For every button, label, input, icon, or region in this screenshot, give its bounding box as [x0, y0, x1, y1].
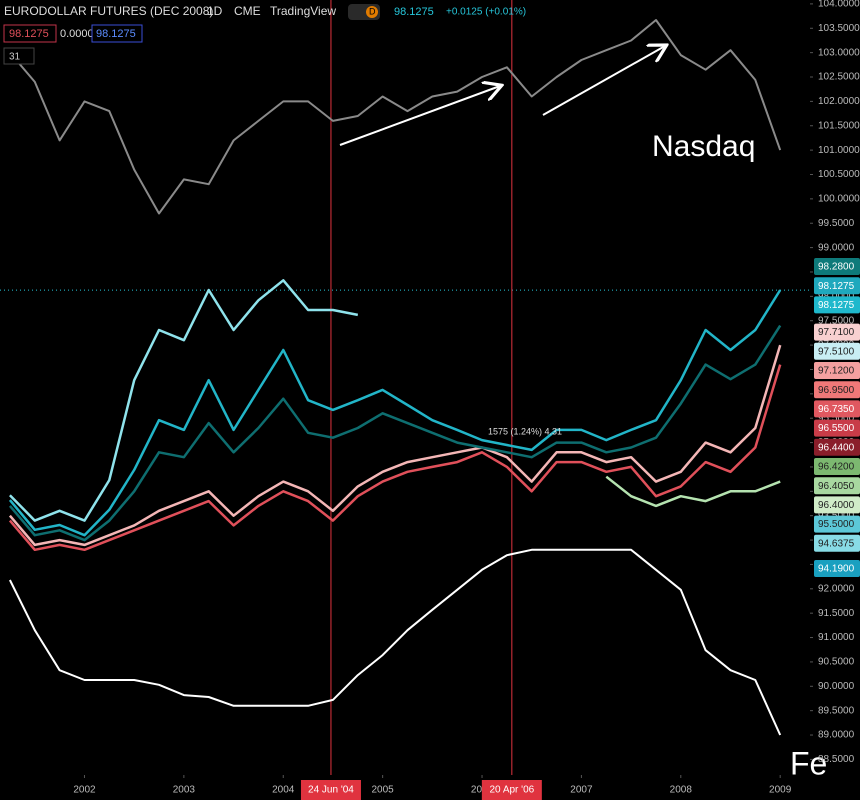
- y-tick-label: 91.5000: [818, 608, 855, 619]
- price-label: 96.4050: [818, 481, 855, 492]
- price-label: 96.4400: [818, 442, 855, 453]
- price-change: +0.0125 (+0.01%): [446, 7, 526, 18]
- price-label: 97.7100: [818, 327, 855, 338]
- annotation: Nasdaq: [652, 130, 755, 163]
- x-tick-label: 2002: [73, 785, 96, 796]
- legend-box: [91, 24, 143, 43]
- price-label-bg: [814, 362, 860, 379]
- marker-label: 20 Apr '06: [489, 785, 534, 796]
- y-tick-label: 101.0000: [818, 145, 860, 156]
- price-label-bg: [814, 438, 860, 456]
- badge-dot: [366, 6, 378, 18]
- y-tick-label: 102.0000: [818, 96, 860, 107]
- y-tick-label: 89.0000: [818, 730, 855, 741]
- y-tick-label: 89.5000: [818, 705, 855, 716]
- badge: D: [369, 6, 376, 16]
- price-label-bg: [814, 477, 860, 495]
- series-line: [9, 279, 359, 522]
- exchange: CME: [234, 4, 261, 18]
- source: TradingView: [270, 4, 336, 18]
- price-label: 96.9500: [818, 385, 855, 396]
- y-tick-label: 99.0000: [818, 242, 855, 253]
- arrow: [542, 46, 665, 116]
- price-label-bg: [814, 496, 860, 514]
- price-label: 96.5500: [818, 423, 855, 434]
- series-line: [9, 548, 782, 736]
- price-label-bg: [814, 323, 860, 341]
- price-label: 98.2800: [818, 262, 855, 273]
- series-line: [8, 289, 782, 537]
- indicator[interactable]: 31: [9, 52, 21, 63]
- price-label: 97.1200: [818, 366, 855, 377]
- legend-value: 0.0000: [60, 28, 94, 40]
- price-label-bg: [814, 342, 860, 360]
- x-tick-label: 2007: [570, 785, 593, 796]
- y-tick-label: 95.5000: [818, 413, 855, 424]
- arrow: [339, 86, 500, 146]
- price-label: 95.5000: [818, 519, 855, 530]
- y-tick-label: 100.5000: [818, 169, 860, 180]
- price-label: 94.1900: [818, 564, 855, 575]
- series-line: [8, 344, 782, 547]
- marker-label-bg: [481, 780, 542, 800]
- price-label: 96.4200: [818, 462, 855, 473]
- x-tick-label: 2008: [670, 785, 693, 796]
- price-label: 96.4000: [818, 500, 855, 511]
- y-tick-label: 91.0000: [818, 632, 855, 643]
- y-tick-label: 90.5000: [818, 657, 855, 668]
- y-tick-label: 99.5000: [818, 218, 855, 229]
- series-line: [605, 475, 781, 508]
- y-tick-label: 88.5000: [818, 754, 855, 765]
- price-label-bg: [814, 400, 860, 418]
- y-tick-label: 103.0000: [818, 47, 860, 58]
- price-label-bg: [814, 296, 860, 314]
- x-tick-label: 2005: [372, 785, 395, 796]
- x-tick-label: 2009: [769, 785, 792, 796]
- price-label: 97.5100: [818, 346, 855, 357]
- price-label-bg: [814, 381, 860, 399]
- y-tick-label: 90.0000: [818, 681, 855, 692]
- series-line: [8, 324, 782, 542]
- price-label-bg: [814, 258, 860, 275]
- legend-value: 98.1275: [96, 28, 136, 40]
- price-label-bg: [814, 560, 860, 577]
- price-label-bg: [814, 277, 860, 295]
- price-label: 98.1275: [818, 281, 855, 292]
- y-tick-label: 103.5000: [818, 23, 860, 34]
- y-tick-label: 102.5000: [818, 72, 860, 83]
- series-line: [8, 364, 782, 552]
- marker-label: 24 Jun '04: [308, 785, 354, 796]
- title: EURODOLLAR FUTURES (DEC 2008): [4, 4, 213, 18]
- legend-box: [3, 24, 57, 43]
- header: EURODOLLAR FUTURES (DEC 2008) 1D CME Tra…: [3, 4, 526, 65]
- series-line: [9, 19, 782, 215]
- interval: 1D: [207, 4, 223, 18]
- price-label: 98.1275: [818, 300, 855, 311]
- x-tick-label: 2003: [173, 785, 196, 796]
- price-label-bg: [814, 515, 860, 533]
- annotation: Fe: [790, 745, 827, 781]
- price-label-bg: [814, 458, 860, 475]
- marker-label-bg: [300, 780, 361, 800]
- y-tick-label: 104.0000: [818, 0, 860, 10]
- legend-value: 98.1275: [9, 28, 49, 40]
- y-tick-label: 97.5000: [818, 315, 855, 326]
- price-label-bg: [814, 534, 860, 552]
- y-tick-label: 92.0000: [818, 583, 855, 594]
- last-price: 98.1275: [394, 6, 434, 18]
- y-tick-label: 101.5000: [818, 120, 860, 131]
- y-tick-label: 100.0000: [818, 194, 860, 205]
- price-label: 94.6375: [818, 538, 855, 549]
- x-tick-label: 2004: [272, 785, 295, 796]
- price-label: 96.7350: [818, 404, 855, 415]
- measure-label: 1575 (1.24%) 4.31: [488, 426, 562, 436]
- plot-area: [0, 0, 810, 775]
- indicator-box[interactable]: [3, 47, 35, 65]
- price-label-bg: [814, 419, 860, 437]
